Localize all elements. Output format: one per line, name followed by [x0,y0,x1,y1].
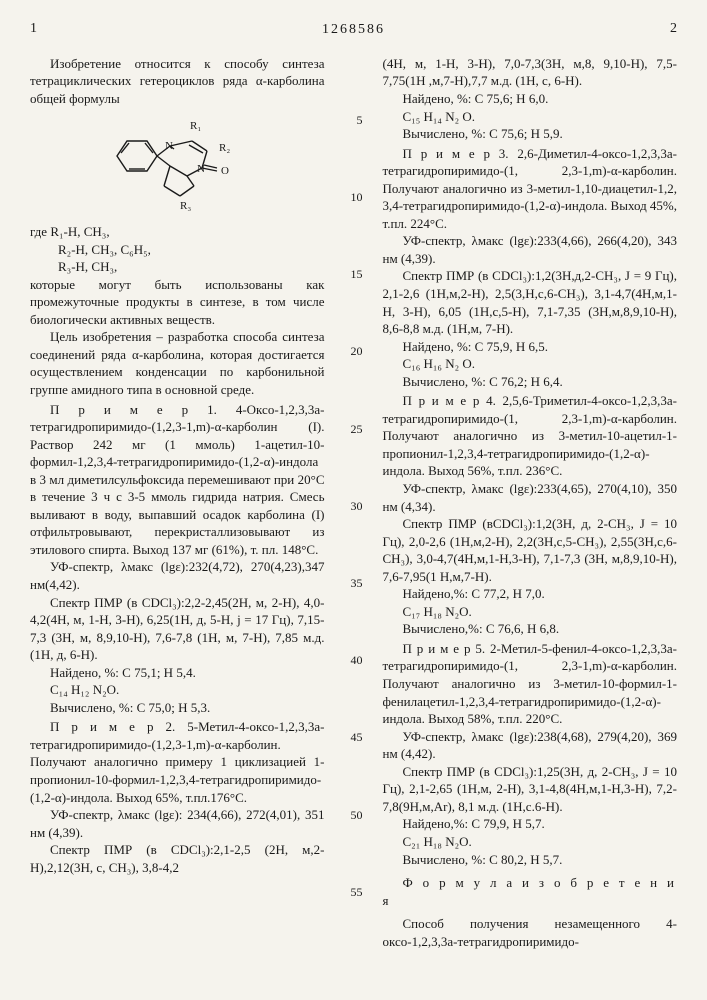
ex5-formula: C₂₁ H₁₈ N₂O. [383,833,678,851]
column-right: (4H, м, 1-H, 3-H), 7,0-7,3(3H, м,8, 9,10… [383,55,678,961]
intro-text: Изобретение относится к способу синтеза … [30,55,325,108]
chemical-structure: N N R₁ R₂ O R₃ [30,116,325,216]
ex2-formula: C₁₅ H₁₄ N₂ O. [383,108,678,126]
ex2-found: Найдено, %: С 75,6; H 6,0. [383,90,678,108]
page-num-left: 1 [30,20,37,39]
svg-text:O: O [221,165,229,177]
ex2-pmr-cont: (4H, м, 1-H, 3-H), 7,0-7,3(3H, м,8, 9,10… [383,55,678,90]
ex3-pmr: Спектр ПМР (в CDCl₃):1,2(3H,д,2-CH₃, J =… [383,267,678,337]
r3-def: R₃-H, CH₃, [30,258,325,276]
ex5-uv: УФ-спектр, λмакс (lgε):238(4,68), 279(4,… [383,728,678,763]
example-2: П р и м е р 2. 5-Метил-4-оксо-1,2,3,3а-т… [30,718,325,806]
ex4-calc: Вычислено,%: С 76,6, H 6,8. [383,620,678,638]
ex5-found: Найдено,%: С 79,9, H 5,7. [383,815,678,833]
ex3-calc: Вычислено, %: С 76,2; H 6,4. [383,373,678,391]
ex3-found: Найдено, %: С 75,9, H 6,5. [383,338,678,356]
ex4-uv: УФ-спектр, λмакс (lgε):233(4,65), 270(4,… [383,480,678,515]
ex5-calc: Вычислено, %: С 80,2, H 5,7. [383,851,678,869]
goal-text: Цель изобретения – разработка способа си… [30,328,325,398]
svg-text:N: N [165,140,173,152]
example-1: П р и м е р 1. 4-Оксо-1,2,3,3а-тетрагидр… [30,401,325,559]
example-4: П р и м е р 4. 2,5,6-Триметил-4-оксо-1,2… [383,392,678,480]
ex4-formula: C₁₇ H₁₈ N₂O. [383,603,678,621]
ex4-pmr: Спектр ПМР (вCDCl₃):1,2(3H, д, 2-CH₃, J … [383,515,678,585]
ex4-found: Найдено,%: С 77,2, H 7,0. [383,585,678,603]
ex3-uv: УФ-спектр, λмакс (lgε):233(4,66), 266(4,… [383,232,678,267]
ex2-uv: УФ-спектр, λмакс (lgε): 234(4,66), 272(4… [30,806,325,841]
ex5-pmr: Спектр ПМР (в CDCl₃):1,25(3H, д, 2-CH₃, … [383,763,678,816]
ex1-calc: Вычислено, %: С 75,0; H 5,3. [30,699,325,717]
r2-def: R₂-H, CH₃, C₆H₅, [30,241,325,259]
ex1-found: Найдено, %: С 75,1; H 5,4. [30,664,325,682]
claims-title: Ф о р м у л а и з о б р е т е н и я [383,874,678,909]
use-text: которые могут быть использованы как пром… [30,276,325,329]
page-num-right: 2 [670,20,677,39]
ex1-uv: УФ-спектр, λмакс (lgε):232(4,72), 270(4,… [30,558,325,593]
ex3-formula: C₁₆ H₁₆ N₂ O. [383,355,678,373]
ex1-pmr: Спектр ПМР (в CDCl₃):2,2-2,45(2H, м, 2-H… [30,594,325,664]
patent-number: 1268586 [322,22,385,37]
ex2-pmr: Спектр ПМР (в CDCl₃):2,1-2,5 (2H, м,2-H)… [30,841,325,876]
page-header: 1 1268586 2 [30,20,677,40]
body-columns: Изобретение относится к способу синтеза … [30,55,677,961]
where-clause: где R₁-H, CH₃, [30,223,325,241]
column-left: Изобретение относится к способу синтеза … [30,55,325,961]
ex2-calc: Вычислено, %: С 75,6; H 5,9. [383,125,678,143]
svg-text:N: N [197,163,205,175]
svg-text:R₂: R₂ [219,142,230,154]
ex1-formula: C₁₄ H₁₂ N₂O. [30,681,325,699]
claims-body: Способ получения незамещенного 4-оксо-1,… [383,915,678,950]
svg-text:R₁: R₁ [190,120,201,132]
svg-text:R₃: R₃ [180,200,191,211]
line-numbers: 5 10 15 20 25 30 35 40 45 50 55 [345,55,363,961]
example-5: П р и м е р 5. 2-Метил-5-фенил-4-оксо-1,… [383,640,678,728]
example-3: П р и м е р 3. 2,6-Диметил-4-оксо-1,2,3,… [383,145,678,233]
